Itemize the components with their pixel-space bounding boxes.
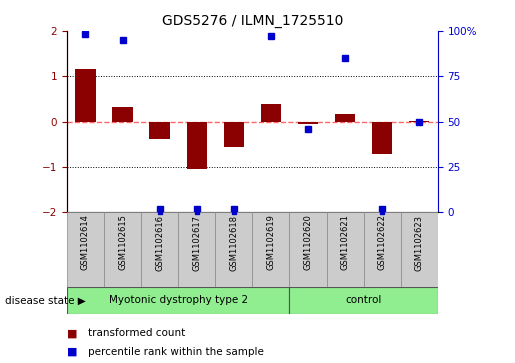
Text: percentile rank within the sample: percentile rank within the sample xyxy=(88,347,264,357)
Text: GSM1102620: GSM1102620 xyxy=(303,215,313,270)
Text: disease state ▶: disease state ▶ xyxy=(5,295,86,306)
Bar xyxy=(141,212,178,287)
Text: GSM1102623: GSM1102623 xyxy=(415,215,424,270)
Text: ■: ■ xyxy=(67,328,77,338)
Bar xyxy=(372,122,392,154)
Bar xyxy=(67,212,104,287)
Bar xyxy=(75,69,96,122)
Text: GSM1102615: GSM1102615 xyxy=(118,215,127,270)
Text: ■: ■ xyxy=(67,347,77,357)
Text: GSM1102617: GSM1102617 xyxy=(192,215,201,270)
Bar xyxy=(215,212,252,287)
Text: GSM1102619: GSM1102619 xyxy=(266,215,276,270)
Text: GSM1102622: GSM1102622 xyxy=(377,215,387,270)
Text: transformed count: transformed count xyxy=(88,328,185,338)
Bar xyxy=(186,122,207,169)
Text: GSM1102618: GSM1102618 xyxy=(229,215,238,270)
Title: GDS5276 / ILMN_1725510: GDS5276 / ILMN_1725510 xyxy=(162,15,343,28)
Bar xyxy=(252,212,289,287)
Bar xyxy=(289,287,438,314)
Text: GSM1102616: GSM1102616 xyxy=(155,215,164,270)
Bar xyxy=(364,212,401,287)
Bar xyxy=(112,107,133,122)
Bar xyxy=(409,121,430,122)
Bar xyxy=(298,122,318,124)
Text: Myotonic dystrophy type 2: Myotonic dystrophy type 2 xyxy=(109,295,248,305)
Text: GSM1102614: GSM1102614 xyxy=(81,215,90,270)
Bar xyxy=(261,104,281,122)
Bar xyxy=(149,122,170,139)
Bar xyxy=(327,212,364,287)
Bar xyxy=(67,287,289,314)
Text: control: control xyxy=(346,295,382,305)
Bar xyxy=(178,212,215,287)
Bar xyxy=(289,212,327,287)
Bar xyxy=(224,122,244,147)
Bar xyxy=(104,212,141,287)
Bar xyxy=(335,114,355,122)
Text: GSM1102621: GSM1102621 xyxy=(340,215,350,270)
Bar xyxy=(401,212,438,287)
